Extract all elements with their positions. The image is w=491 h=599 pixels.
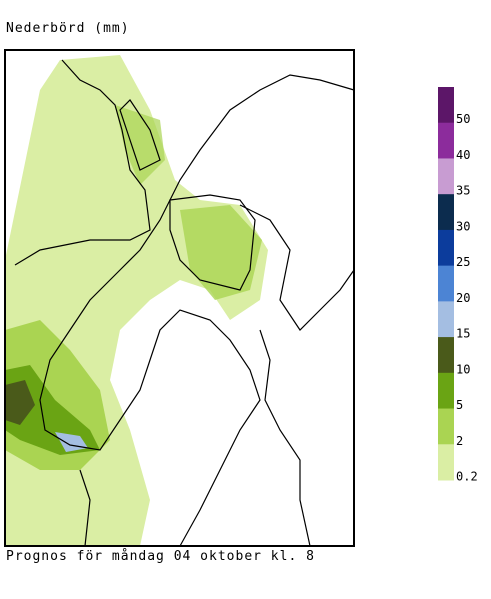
legend-label: 25 bbox=[456, 255, 470, 269]
legend-label: 30 bbox=[456, 219, 470, 233]
legend-label: 50 bbox=[456, 112, 470, 126]
legend-label: 20 bbox=[456, 291, 470, 305]
legend-swatch bbox=[438, 265, 454, 302]
precip-green bbox=[5, 365, 100, 455]
forecast-caption: Prognos för måndag 04 oktober kl. 8 bbox=[6, 549, 315, 564]
precip-dark bbox=[5, 380, 35, 425]
coastlines bbox=[14, 59, 355, 547]
legend-swatch bbox=[438, 337, 454, 374]
legend: 50 40 35 30 25 20 15 10 5 2 0.2 bbox=[438, 87, 478, 484]
legend-swatch bbox=[438, 229, 454, 267]
legend-label: 5 bbox=[456, 398, 463, 412]
legend-swatch bbox=[438, 408, 454, 445]
legend-swatch bbox=[438, 372, 454, 410]
legend-label: 10 bbox=[456, 362, 470, 376]
legend-swatch bbox=[438, 301, 454, 338]
legend-label: 35 bbox=[456, 184, 470, 198]
legend-swatch bbox=[438, 122, 454, 159]
map-title: Nederbörd (mm) bbox=[6, 21, 130, 36]
precip-east bbox=[180, 205, 262, 300]
map-frame bbox=[4, 49, 355, 547]
legend-swatch bbox=[438, 87, 454, 124]
legend-swatch bbox=[438, 158, 454, 195]
precip-north bbox=[115, 105, 165, 185]
legend-swatch bbox=[438, 444, 454, 481]
legend-swatch bbox=[438, 194, 454, 231]
legend-label: 2 bbox=[456, 434, 463, 448]
legend-label: 40 bbox=[456, 148, 470, 162]
legend-label: 15 bbox=[456, 327, 470, 341]
legend-label: 0.2 bbox=[456, 470, 478, 484]
